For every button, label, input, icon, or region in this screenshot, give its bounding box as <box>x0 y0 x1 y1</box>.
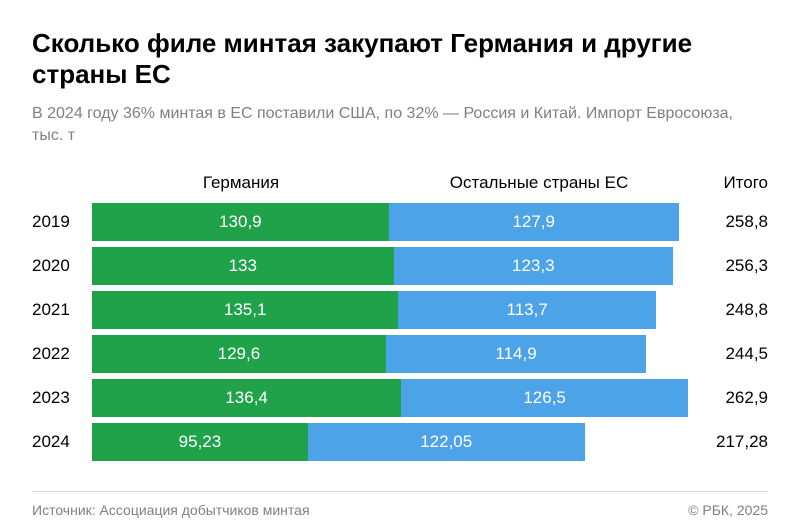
bar-area: 129,6114,9 <box>92 335 688 373</box>
legend-area: Германия Остальные страны ЕС <box>92 173 688 193</box>
year-label: 2022 <box>32 335 92 373</box>
chart-header-row: Германия Остальные страны ЕС Итого <box>32 173 768 193</box>
source-text: Источник: Ассоциация добытчиков минтая <box>32 502 310 518</box>
bar-segment-germany: 136,4 <box>92 379 401 417</box>
year-label: 2020 <box>32 247 92 285</box>
chart-row: 202495,23122,05217,28 <box>32 423 768 461</box>
legend-rest-eu: Остальные страны ЕС <box>390 173 688 193</box>
legend-total: Итого <box>688 173 768 193</box>
bar-segment-rest-eu: 122,05 <box>308 423 585 461</box>
bar-segment-germany: 130,9 <box>92 203 389 241</box>
chart-footer: Источник: Ассоциация добытчиков минтая ©… <box>32 491 768 518</box>
bar-area: 133123,3 <box>92 247 688 285</box>
year-label: 2019 <box>32 203 92 241</box>
bar-area: 136,4126,5 <box>92 379 688 417</box>
total-value: 256,3 <box>688 247 768 285</box>
bar-segment-rest-eu: 123,3 <box>394 247 674 285</box>
chart-row: 2019130,9127,9258,8 <box>32 203 768 241</box>
bar-segment-germany: 135,1 <box>92 291 398 329</box>
bar-area: 135,1113,7 <box>92 291 688 329</box>
bar-area: 130,9127,9 <box>92 203 688 241</box>
total-value: 248,8 <box>688 291 768 329</box>
total-value: 258,8 <box>688 203 768 241</box>
bar-segment-rest-eu: 127,9 <box>389 203 679 241</box>
chart-row: 2020133123,3256,3 <box>32 247 768 285</box>
bar-segment-rest-eu: 113,7 <box>398 291 656 329</box>
bar-segment-rest-eu: 114,9 <box>386 335 646 373</box>
bar-segment-rest-eu: 126,5 <box>401 379 688 417</box>
chart-row: 2021135,1113,7248,8 <box>32 291 768 329</box>
year-label: 2024 <box>32 423 92 461</box>
chart-rows: 2019130,9127,9258,82020133123,3256,32021… <box>32 203 768 461</box>
year-label: 2023 <box>32 379 92 417</box>
chart-row: 2022129,6114,9244,5 <box>32 335 768 373</box>
chart-row: 2023136,4126,5262,9 <box>32 379 768 417</box>
bar-segment-germany: 129,6 <box>92 335 386 373</box>
chart-title: Сколько филе минтая закупают Германия и … <box>32 28 768 89</box>
bar-area: 95,23122,05 <box>92 423 688 461</box>
legend-germany: Германия <box>92 173 390 193</box>
credit-text: © РБК, 2025 <box>688 502 768 518</box>
bar-segment-germany: 95,23 <box>92 423 308 461</box>
total-value: 244,5 <box>688 335 768 373</box>
total-value: 262,9 <box>688 379 768 417</box>
chart-subtitle: В 2024 году 36% минтая в ЕС поставили СШ… <box>32 103 768 146</box>
chart: Германия Остальные страны ЕС Итого 20191… <box>32 173 768 461</box>
year-label: 2021 <box>32 291 92 329</box>
total-value: 217,28 <box>688 423 768 461</box>
bar-segment-germany: 133 <box>92 247 394 285</box>
